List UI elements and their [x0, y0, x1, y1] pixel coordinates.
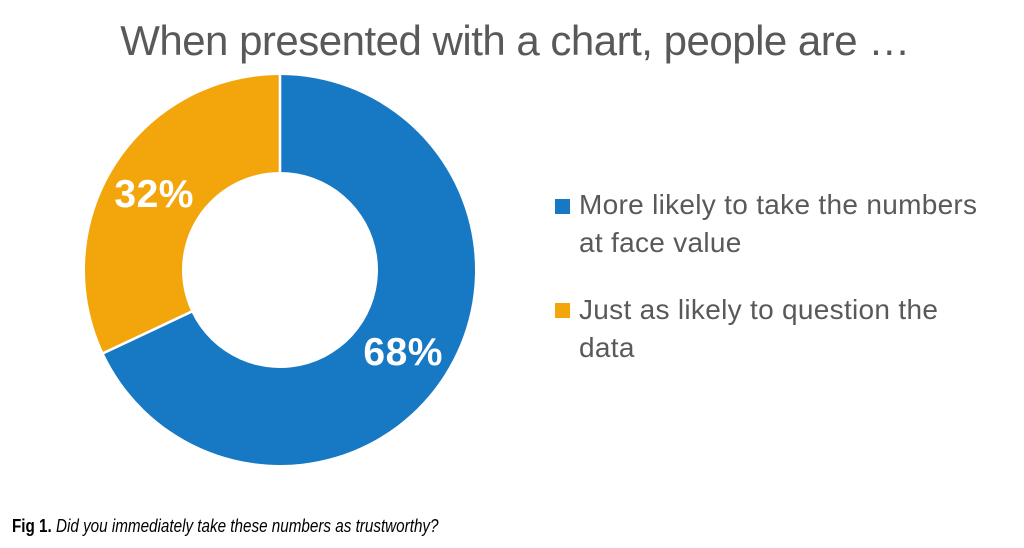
svg-text:68%: 68% [363, 331, 443, 374]
svg-text:32%: 32% [114, 173, 194, 216]
